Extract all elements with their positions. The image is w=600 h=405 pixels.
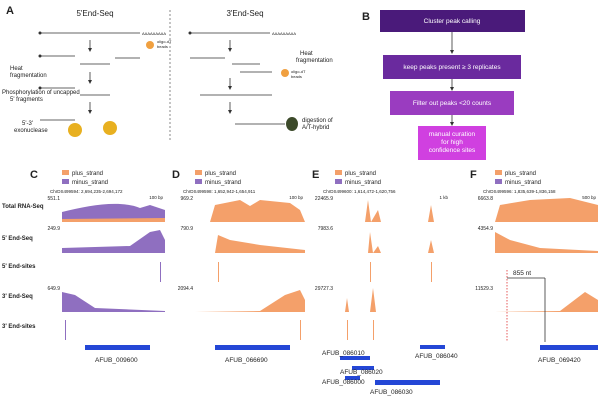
gene-label: AFUB_086010 xyxy=(322,350,365,357)
legend-swatch xyxy=(195,170,202,175)
legend-label: plus_strand xyxy=(345,171,376,177)
step-label: 5' fragments xyxy=(10,97,43,103)
legend-label: minus_strand xyxy=(72,180,108,186)
row-label: 3' End-Seq xyxy=(2,294,33,300)
scale-bar: 100 bp xyxy=(289,195,303,200)
coords: ChrDS499600: 1,614,472-1,620,756 xyxy=(323,189,396,194)
panel-letter: B xyxy=(362,11,370,23)
panel-letter: A xyxy=(6,5,14,17)
track-max: 7983.6 xyxy=(318,226,334,232)
gene-label: AFUB_069420 xyxy=(538,357,581,364)
flow-text: manual curation xyxy=(429,131,476,138)
gene-label: AFUB_086030 xyxy=(370,389,413,396)
row-label: 3' End-sites xyxy=(2,324,36,330)
coords: ChrDS499596: 1,835,639-1,836,158 xyxy=(483,189,556,194)
legend-swatch xyxy=(195,179,202,184)
row-label: 5' End-Seq xyxy=(2,236,33,242)
panel-a: A 5'End-Seq 3'End-Seq AAAAAAAAA AAAAAAAA… xyxy=(2,5,333,140)
step-label: A/T-hybrid xyxy=(302,125,329,131)
scale-bar: 500 bp xyxy=(582,195,596,200)
track-max: 649.9 xyxy=(47,286,60,292)
step-label: fragmentation xyxy=(10,73,47,79)
track-max: 249.9 xyxy=(47,226,60,232)
panel-letter: D xyxy=(172,169,180,181)
panel-letter: C xyxy=(30,169,38,181)
bead-label: beads xyxy=(157,44,168,49)
track-max: 6663.8 xyxy=(478,196,494,202)
legend-label: minus_strand xyxy=(505,180,541,186)
row-label: 5' End-sites xyxy=(2,264,36,270)
flow-text: Filter out peaks <20 counts xyxy=(413,100,492,107)
panel-title: 3'End-Seq xyxy=(226,9,263,18)
panel-letter: E xyxy=(312,169,319,181)
legend-swatch xyxy=(335,179,342,184)
track-max: 29727.3 xyxy=(315,286,333,292)
distance-label: 855 nt xyxy=(513,270,531,277)
step-label: beads xyxy=(291,74,302,79)
coords: ChrDS499598: 1,652,942-1,654,911 xyxy=(183,189,256,194)
flow-text: for high xyxy=(441,139,463,146)
legend-label: minus_strand xyxy=(205,180,241,186)
scale-bar: 1 kb xyxy=(439,195,448,200)
panel-title: 5'End-Seq xyxy=(76,9,113,18)
row-labels: Total RNA-Seq 5' End-Seq 5' End-sites 3'… xyxy=(2,204,44,330)
legend-swatch xyxy=(495,170,502,175)
step-label: fragmentation xyxy=(296,58,333,64)
legend-label: plus_strand xyxy=(205,171,236,177)
scale-bar: 100 bp xyxy=(149,195,163,200)
step-label: exonuclease xyxy=(14,128,48,134)
panel-letter: F xyxy=(470,169,477,181)
step-label: 5'-3' xyxy=(22,121,33,127)
gene-label: AFUB_009600 xyxy=(95,357,138,364)
tracks xyxy=(62,198,598,385)
legend-swatch xyxy=(62,179,69,184)
flow-box xyxy=(383,55,521,79)
track-max: 22465.9 xyxy=(315,196,333,202)
step-label: oligo-dT xyxy=(291,69,306,74)
gene-label: AFUB_086020 xyxy=(340,369,383,376)
legend-swatch xyxy=(495,179,502,184)
track-max: 11529.3 xyxy=(475,286,493,292)
row-label: Total RNA-Seq xyxy=(2,204,44,210)
step-label: Heat xyxy=(300,51,313,57)
flow-text: keep peaks present ≥ 3 replicates xyxy=(403,64,501,71)
track-max: 790.9 xyxy=(180,226,193,232)
gene-label: AFUB_086040 xyxy=(415,353,458,360)
legend-label: plus_strand xyxy=(72,171,103,177)
legend-label: plus_strand xyxy=(505,171,536,177)
panel-b: B Cluster peak calling keep peaks presen… xyxy=(362,10,525,160)
flow-text: Cluster peak calling xyxy=(424,18,481,25)
track-max: 2094.4 xyxy=(178,286,194,292)
svg-text:AAAAAAAAA: AAAAAAAAA xyxy=(272,31,296,36)
gene-label: AFUB_086000 xyxy=(322,379,365,386)
flow-box xyxy=(418,126,486,160)
gene-label: AFUB_066690 xyxy=(225,357,268,364)
step-label: Phosphorylation of uncapped xyxy=(2,90,80,96)
step-label: digestion of xyxy=(302,118,333,124)
track-max: 4354.9 xyxy=(478,226,494,232)
flow-box xyxy=(380,10,525,32)
legend-swatch xyxy=(335,170,342,175)
svg-text:AAAAAAAAA: AAAAAAAAA xyxy=(142,31,166,36)
track-max: 551.1 xyxy=(47,196,60,202)
coords: ChrDS499594: 2,694,235-2,694,172 xyxy=(50,189,123,194)
flow-box xyxy=(390,91,514,115)
legend-swatch xyxy=(62,170,69,175)
track-max: 969.2 xyxy=(180,196,193,202)
schematic: AAAAAAAAA AAAAAAAAA xyxy=(38,31,298,137)
flow-text: confidence sites xyxy=(429,147,476,154)
step-label: Heat xyxy=(10,66,23,72)
bead-label: oligo-dT xyxy=(157,39,172,44)
legend-label: minus_strand xyxy=(345,180,381,186)
